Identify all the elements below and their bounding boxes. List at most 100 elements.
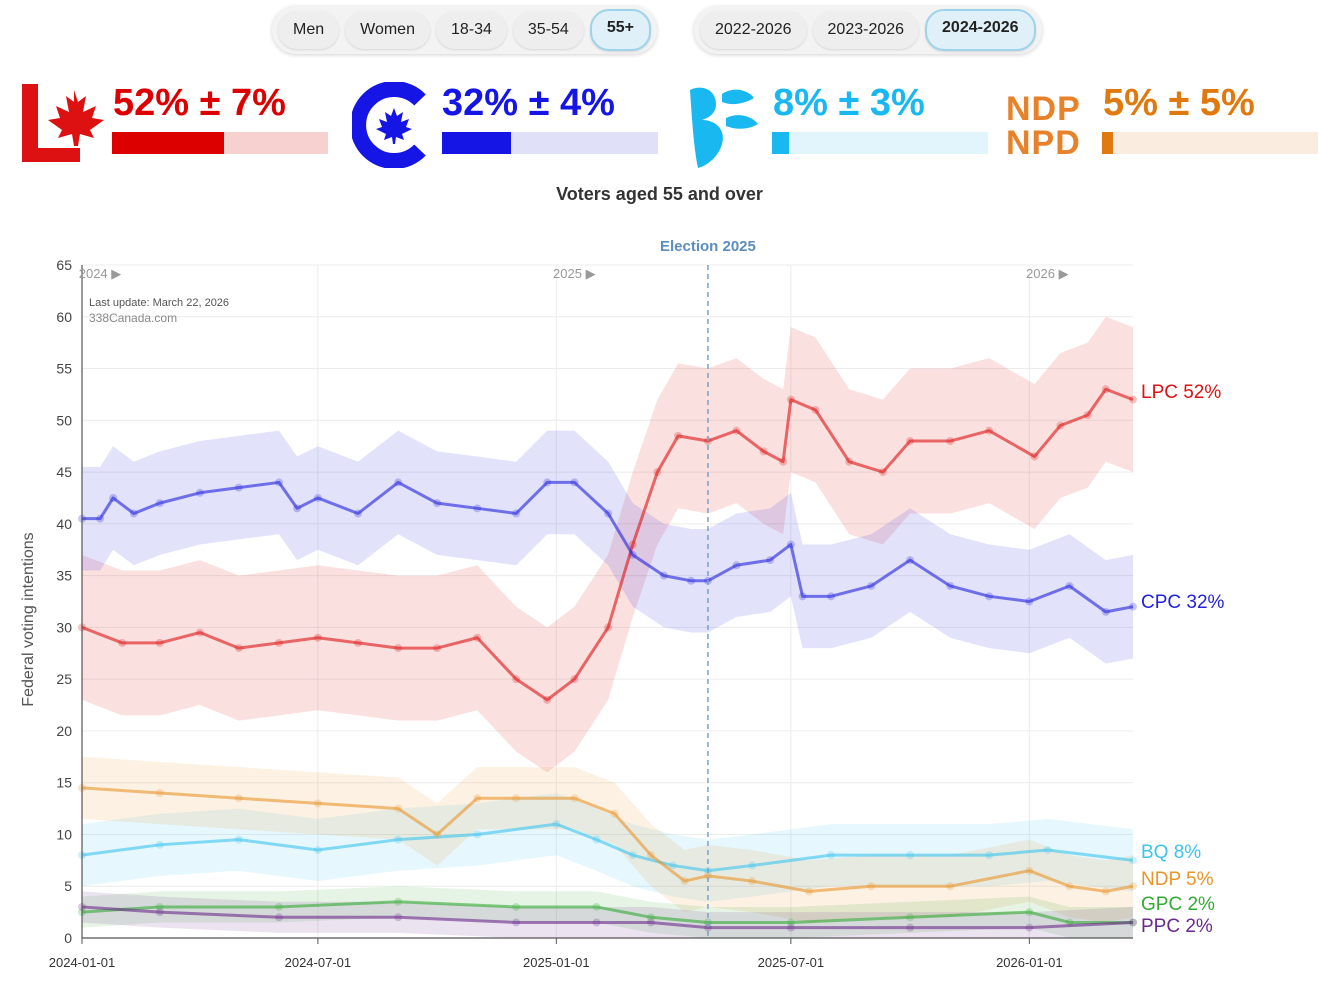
bq-logo-icon [690,87,758,168]
cpc-point [433,499,442,508]
year-marker: 2024 ▶ [79,266,122,281]
y-tick-label: 60 [56,309,72,325]
lpc-point [1056,421,1065,430]
cpc-point [604,509,613,518]
lpc-point [779,457,788,466]
bq-point [747,861,756,870]
lpc-point [394,644,403,653]
y-tick-label: 55 [56,361,72,377]
period-2022-2026-button[interactable]: 2022-2026 [700,11,807,49]
gpc-point [274,902,283,911]
bq-end-label: BQ 8% [1141,842,1201,863]
election-annotation: Election 2025 [660,238,756,255]
ppc-point [646,918,655,927]
filter-35-54-button[interactable]: 35-54 [512,11,584,49]
period-2023-2026-button[interactable]: 2023-2026 [812,11,920,49]
cpc-point [906,556,915,565]
lpc-point [703,437,712,446]
x-tick-label: 2026-01-01 [996,955,1063,970]
cpc-point [512,509,521,518]
cpc-point [732,561,741,570]
ndp-bar-fill [1102,132,1113,154]
filter-18-34-button[interactable]: 18-34 [435,11,507,49]
lpc-point [811,405,820,414]
cpc-point [703,576,712,585]
bq-point [394,835,403,844]
y-tick-label: 65 [56,257,72,273]
lpc-point [946,437,955,446]
gpc-point [155,902,164,911]
y-tick-label: 0 [64,930,72,946]
ndp-point [1065,882,1074,891]
lpc-point [1030,452,1039,461]
ppc-point [155,908,164,917]
cpc-point [96,514,105,523]
ppc-point [1129,918,1137,927]
ndp-point [946,882,955,891]
gpc-point [906,913,915,922]
ndp-point [1025,866,1034,875]
lpc-point [906,437,915,446]
bq-point [1129,856,1137,865]
cpc-point [109,493,118,502]
ppc-trend-line [81,905,1134,930]
cpc-bar-fill [442,132,512,154]
ppc-point [512,918,521,927]
y-tick-label: 5 [64,878,72,894]
ndp-logo-line2: NPD [1006,124,1081,162]
filter-55-plus-button[interactable]: 55+ [589,9,651,51]
cpc-point [786,540,795,549]
x-tick-label: 2024-07-01 [285,955,352,970]
lpc-point [274,638,283,647]
lpc-point [759,447,768,456]
y-tick-label: 45 [56,464,72,480]
ppc-point [78,902,86,911]
year-marker: 2025 ▶ [553,266,596,281]
ndp-trend-line [81,786,1134,893]
cpc-end-label: CPC 32% [1141,592,1225,613]
cpc-trend-line [82,480,1134,614]
cpc-point [985,592,994,601]
gpc-end-label: GPC 2% [1141,894,1215,915]
lpc-point [195,628,204,637]
bq-bar-fill [772,132,790,154]
lpc-point [543,695,552,704]
cpc-point [1129,602,1137,611]
filter-women-button[interactable]: Women [345,11,430,49]
ppc-point [274,913,283,922]
bq-confidence-band [82,793,1133,902]
lpc-point [155,638,164,647]
gpc-point [703,918,712,927]
source-label: 338Canada.com [89,311,177,325]
ndp-end-label: NDP 5% [1141,869,1214,890]
ndp-confidence-band [82,756,1133,923]
lpc-point [1083,411,1092,420]
ppc-point [786,923,795,932]
bq-value: 8% ± 3% [773,82,925,124]
ppc-point [703,923,712,932]
period-2024-2026-button[interactable]: 2024-2026 [925,9,1036,51]
cpc-point [274,478,283,487]
lpc-point [878,468,887,477]
cpc-point [78,514,86,523]
cpc-point [798,592,807,601]
bq-point [906,851,915,860]
lpc-point [118,638,127,647]
ppc-end-label: PPC 2% [1141,916,1213,937]
ndp-point [805,887,814,896]
lpc-point [628,540,637,549]
bq-point [703,866,712,875]
ndp-point [646,851,655,860]
ppc-confidence-band [82,891,1133,938]
cpc-point [313,493,322,502]
ndp-point [313,799,322,808]
bq-point [473,830,482,839]
filter-men-button[interactable]: Men [278,11,340,49]
chart-subtitle: Voters aged 55 and over [556,184,763,204]
bq-point [234,835,243,844]
party-summary-bq: 8% ± 3% [682,80,1002,170]
ndp-point [512,794,521,803]
lpc-point [313,633,322,642]
lpc-bar [112,132,328,154]
cpc-point [628,550,637,559]
